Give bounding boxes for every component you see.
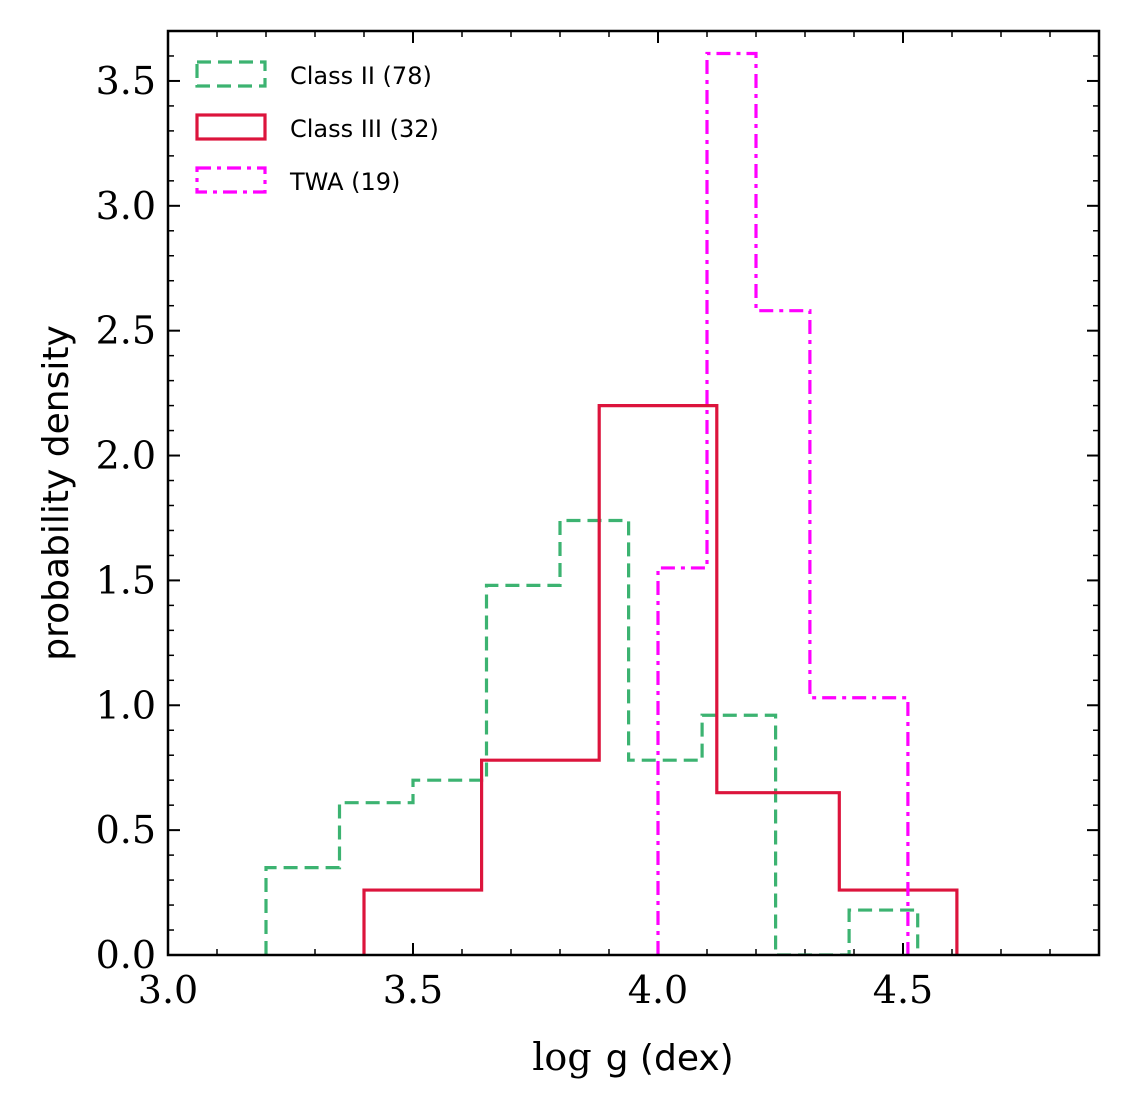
histogram-step-series-0 (264, 518, 920, 955)
y-tick-label: 3.0 (96, 184, 156, 228)
y-tick-label: 3.5 (96, 59, 156, 103)
legend-label-twa: TWA (19) (289, 168, 400, 196)
tick-labels: 3.0 3.5 4.0 4.5 0.0 0.5 1.0 1.5 2.0 2.5 3.0 3.5 (96, 59, 934, 1012)
y-tick-label: 2.5 (96, 309, 156, 353)
legend-swatch-class-ii (195, 60, 267, 88)
legend-swatch-twa (195, 166, 267, 194)
histogram-step-series-2 (656, 51, 910, 955)
x-tick-label: 4.0 (628, 968, 688, 1012)
histogram-step-series-1 (362, 403, 959, 955)
legend-swatch-class-iii (195, 113, 267, 141)
x-tick-label: 3.5 (383, 968, 443, 1012)
plot-frame (166, 29, 1101, 957)
y-tick-label: 1.0 (96, 683, 156, 727)
x-axis-label-text: g (dex) (606, 1038, 734, 1079)
x-axis-label-math: log (532, 1035, 591, 1079)
y-tick-label: 1.5 (96, 558, 156, 602)
y-tick-label: 0.5 (96, 808, 156, 852)
x-axis-label: log g (dex) (532, 1035, 733, 1079)
series-layer (264, 51, 959, 955)
legend-label-class-ii: Class II (78) (290, 62, 432, 90)
y-tick-label: 0.0 (96, 933, 156, 977)
legend: Class II (78) Class III (32) TWA (19) (195, 60, 439, 196)
x-tick-label: 4.5 (873, 968, 933, 1012)
x-tick-label: 3.0 (138, 968, 198, 1012)
legend-label-class-iii: Class III (32) (290, 115, 439, 143)
y-tick-label: 2.0 (96, 434, 156, 478)
y-axis-label: probability density (36, 325, 77, 661)
